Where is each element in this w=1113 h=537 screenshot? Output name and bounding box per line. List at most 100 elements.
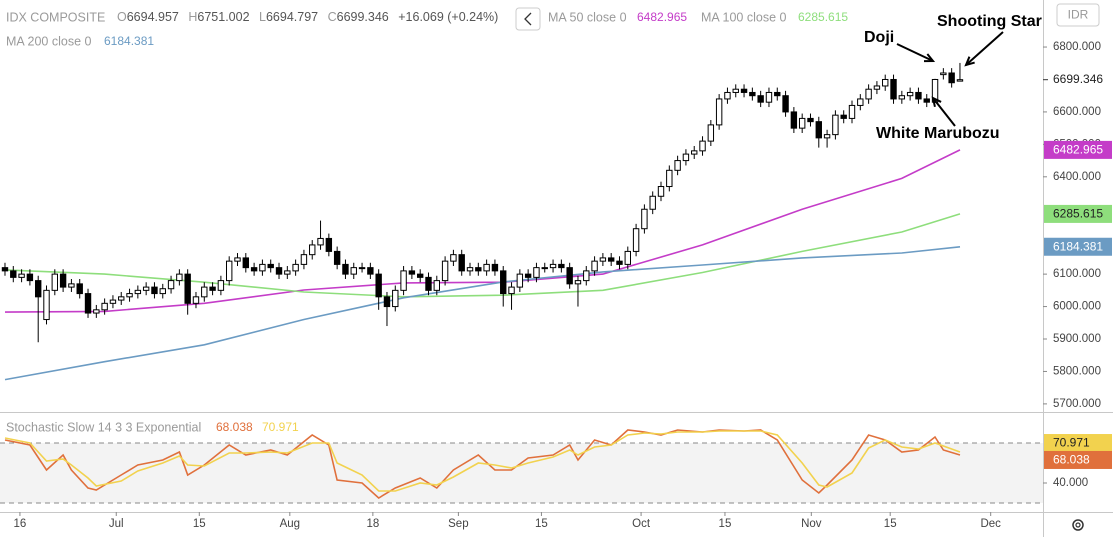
button-frame[interactable]	[1056, 3, 1100, 27]
x-tick-label: 18	[366, 518, 379, 530]
settings-button[interactable]	[1072, 519, 1084, 531]
candle-body	[458, 254, 465, 272]
candle-body	[807, 117, 814, 123]
candle-body	[201, 286, 208, 298]
high-value: 6751.002	[197, 10, 249, 24]
ma-price-label: 6285.615	[1053, 207, 1103, 221]
indicator-title: Stochastic Slow 14 3 3 Exponential	[6, 420, 201, 434]
candle-body	[956, 79, 964, 82]
candle-body	[259, 263, 266, 272]
candle-body	[516, 273, 524, 288]
candle-body	[1, 267, 9, 272]
candle-body	[392, 289, 399, 308]
legend-header: IDX COMPOSITE O6694.957 H6751.002 L6694.…	[6, 7, 848, 48]
annotation-arrow	[932, 97, 956, 127]
close-value: 6699.346	[337, 10, 389, 24]
candle-body	[51, 273, 59, 291]
candle-body	[948, 72, 955, 84]
candle-body	[906, 91, 914, 97]
candle-body	[358, 267, 366, 270]
currency-button[interactable]: IDR	[1056, 3, 1100, 27]
indicator-value: 70.971	[262, 420, 299, 434]
candle-body	[292, 263, 299, 272]
chevron-icon[interactable]	[524, 12, 532, 26]
candle-body	[599, 257, 607, 262]
ma-price-label: 6482.965	[1053, 143, 1103, 157]
candle-body	[68, 283, 75, 288]
candle-body	[250, 267, 258, 272]
candle-body	[59, 273, 67, 288]
candle-body	[383, 296, 391, 308]
candle-body	[84, 293, 92, 314]
candle-body	[699, 140, 706, 152]
candle-body	[400, 270, 407, 291]
annotation-arrowhead	[964, 56, 975, 67]
candle-body	[300, 254, 308, 265]
candle-body	[591, 260, 598, 272]
x-tick-label: 15	[719, 518, 732, 530]
candle-body	[873, 85, 881, 90]
candle-body	[840, 114, 847, 119]
candle-body	[774, 91, 781, 97]
candle-body	[641, 208, 648, 230]
candle-body	[790, 111, 798, 129]
gear-hub[interactable]	[1075, 522, 1081, 528]
price-pane	[1, 62, 964, 381]
candle-body	[940, 72, 947, 76]
ma-legend-value: 6285.615	[798, 10, 848, 24]
candle-body	[134, 289, 142, 295]
candle-body	[101, 302, 108, 311]
annotation: White Marubozu	[876, 125, 1000, 142]
candle-body	[558, 263, 565, 269]
x-tick-label: 15	[193, 518, 206, 530]
ohlc-prefix: C	[328, 10, 337, 24]
ma-price-label-bg	[1044, 204, 1112, 223]
last-price-label: 6699.346	[1053, 72, 1103, 86]
ohlc-prefix: L	[259, 10, 266, 24]
band-fill	[0, 443, 1043, 503]
candle-body	[782, 95, 789, 113]
annotation: Shooting Star	[937, 13, 1042, 30]
ohlc: O6694.957 H6751.002 L6694.797 C6699.346 …	[117, 10, 498, 24]
ma-legend-name: MA 100 close 0	[701, 10, 787, 24]
gear-icon[interactable]	[1072, 519, 1084, 531]
x-tick-label: Aug	[280, 518, 300, 530]
candle-body	[666, 169, 673, 188]
candle-body	[624, 250, 631, 265]
candle-body	[466, 267, 474, 272]
indicator-value: 68.038	[216, 420, 253, 434]
candle-body	[798, 117, 806, 129]
candle-body	[126, 293, 133, 298]
candle-body	[682, 153, 690, 162]
candle-body	[915, 91, 922, 100]
annotation-arrowhead	[931, 96, 942, 108]
y-tick-label: 5700.000	[1053, 398, 1101, 410]
button-frame[interactable]	[515, 7, 541, 31]
candle-body	[740, 88, 748, 93]
open-value: 6694.957	[127, 10, 179, 24]
x-tick-label: 15	[535, 518, 548, 530]
candle-body	[275, 267, 283, 275]
indicator-value-label: 68.038	[1053, 453, 1090, 467]
candle-body	[815, 121, 822, 139]
collapse-button[interactable]	[515, 7, 541, 31]
candle-body	[865, 88, 872, 100]
candle-body	[524, 273, 532, 278]
ma-legend-value: 6482.965	[637, 10, 687, 24]
candle-body	[167, 280, 175, 290]
candle-body	[707, 124, 715, 142]
candle-body	[267, 263, 274, 269]
ma-price-label: 6184.381	[1053, 239, 1103, 253]
candle-body	[26, 273, 34, 282]
x-tick-label: 16	[14, 518, 27, 530]
candle-body	[18, 273, 25, 278]
candle-body	[192, 296, 200, 304]
ma-legend-name: MA 50 close 0	[548, 10, 627, 24]
candle-body	[607, 257, 615, 262]
candle-body	[367, 267, 374, 275]
candle-body	[549, 263, 557, 269]
candle-body	[508, 286, 515, 295]
currency-label[interactable]: IDR	[1068, 8, 1089, 22]
candle-body	[176, 273, 183, 282]
